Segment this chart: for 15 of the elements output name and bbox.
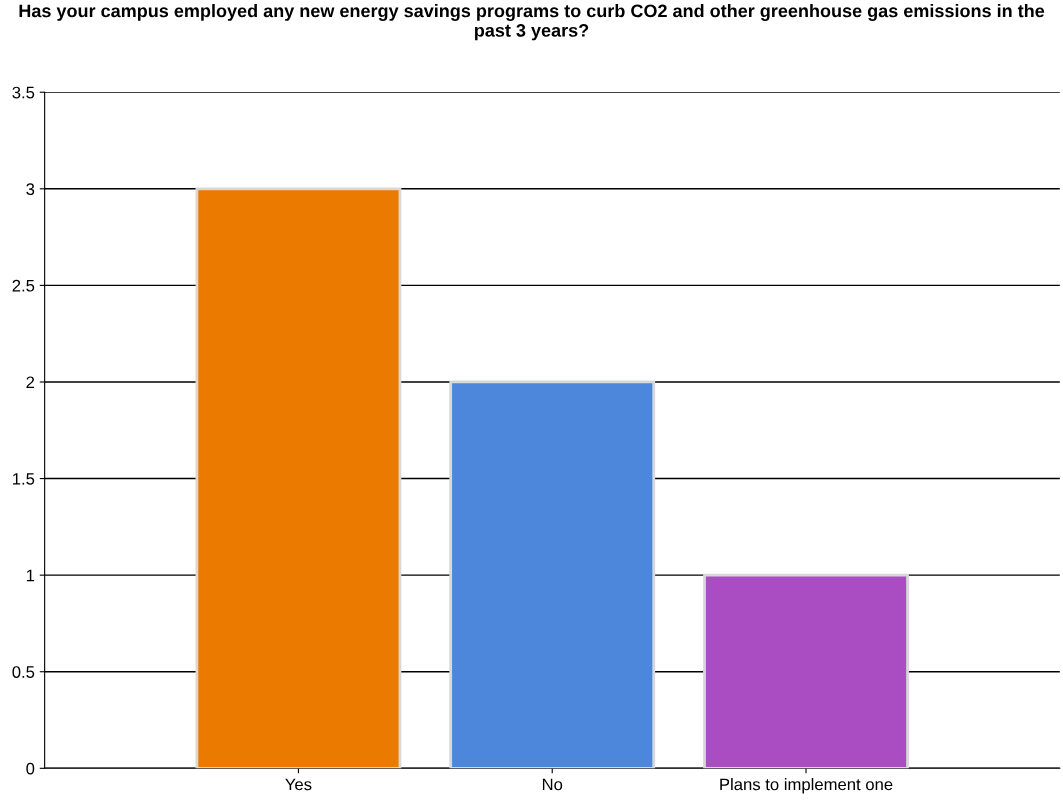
bar — [449, 380, 656, 769]
x-tick-label: No — [542, 778, 563, 791]
y-tick-label: 0 — [26, 762, 35, 775]
bar — [195, 187, 402, 769]
bar — [703, 573, 909, 769]
y-tick-label: 0.5 — [12, 666, 35, 678]
y-tick-label: 2 — [26, 376, 35, 389]
y-tick-label: 3 — [26, 183, 35, 196]
x-tick-label: Plans to implement one — [720, 778, 893, 794]
y-tick-label: 1 — [26, 569, 35, 582]
x-tick-label: Yes — [285, 778, 312, 791]
y-tick-label: 1.5 — [13, 473, 35, 485]
y-tick-label: 2.5 — [12, 279, 35, 292]
chart-title: Has your campus employed any new energy savings programs to curb CO2 and other greenhouse gas emissions in the past 3 years? — [19, 4, 1045, 41]
y-tick-label: 3.5 — [12, 86, 35, 99]
